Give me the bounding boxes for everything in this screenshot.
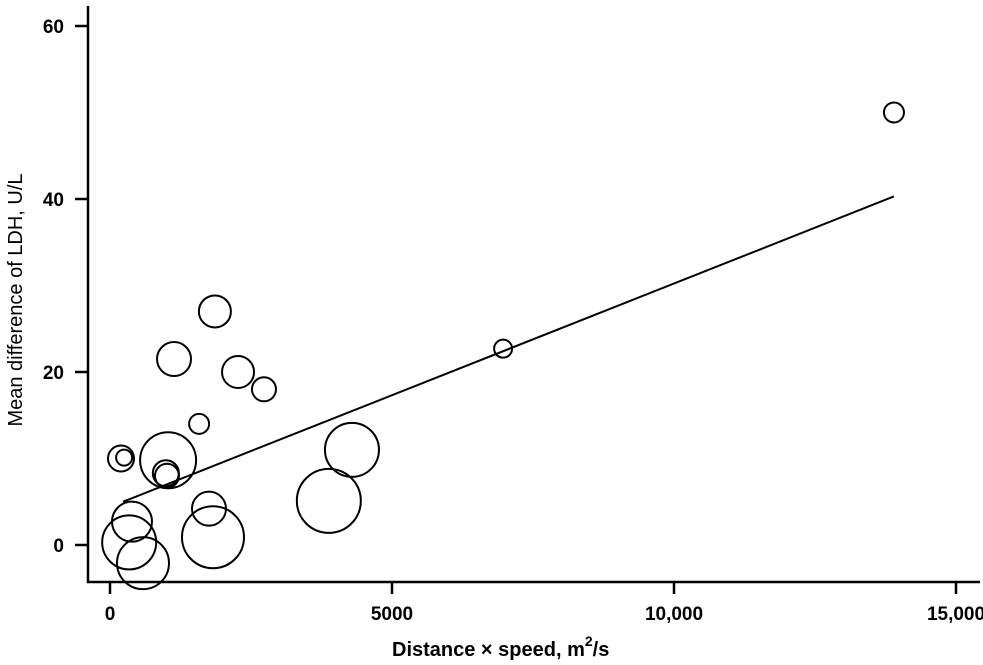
data-point [190,490,227,527]
data-point [295,467,362,534]
data-point [323,421,380,478]
x-tick-label: 10,000 [645,604,703,625]
y-axis-ticks: 0 20 40 60 [43,17,88,557]
data-point [106,444,135,473]
x-tick-label: 5000 [371,604,413,625]
plot-area [101,101,905,591]
data-point [197,294,232,329]
y-tick-label: 0 [53,536,64,557]
y-axis-title: Mean difference of LDH, U/L [5,173,27,426]
data-point [221,355,256,389]
y-tick-label: 40 [43,190,64,211]
x-tick-label: 0 [105,604,116,625]
data-point [115,536,170,591]
y-tick-label: 60 [43,17,64,38]
x-tick-label: 15,000 [927,604,983,625]
y-tick-label: 20 [43,363,64,384]
data-point [156,341,193,378]
x-axis-title: Distance × speed, m2/s [392,633,609,661]
data-point [101,514,158,571]
data-point [882,101,905,124]
data-point [180,505,245,570]
data-point [188,412,211,435]
x-axis-ticks: 0 5000 10,000 15,000 [105,582,983,625]
data-point [250,376,277,403]
data-point [153,462,180,489]
regression-line [122,195,895,503]
data-point [115,448,134,467]
